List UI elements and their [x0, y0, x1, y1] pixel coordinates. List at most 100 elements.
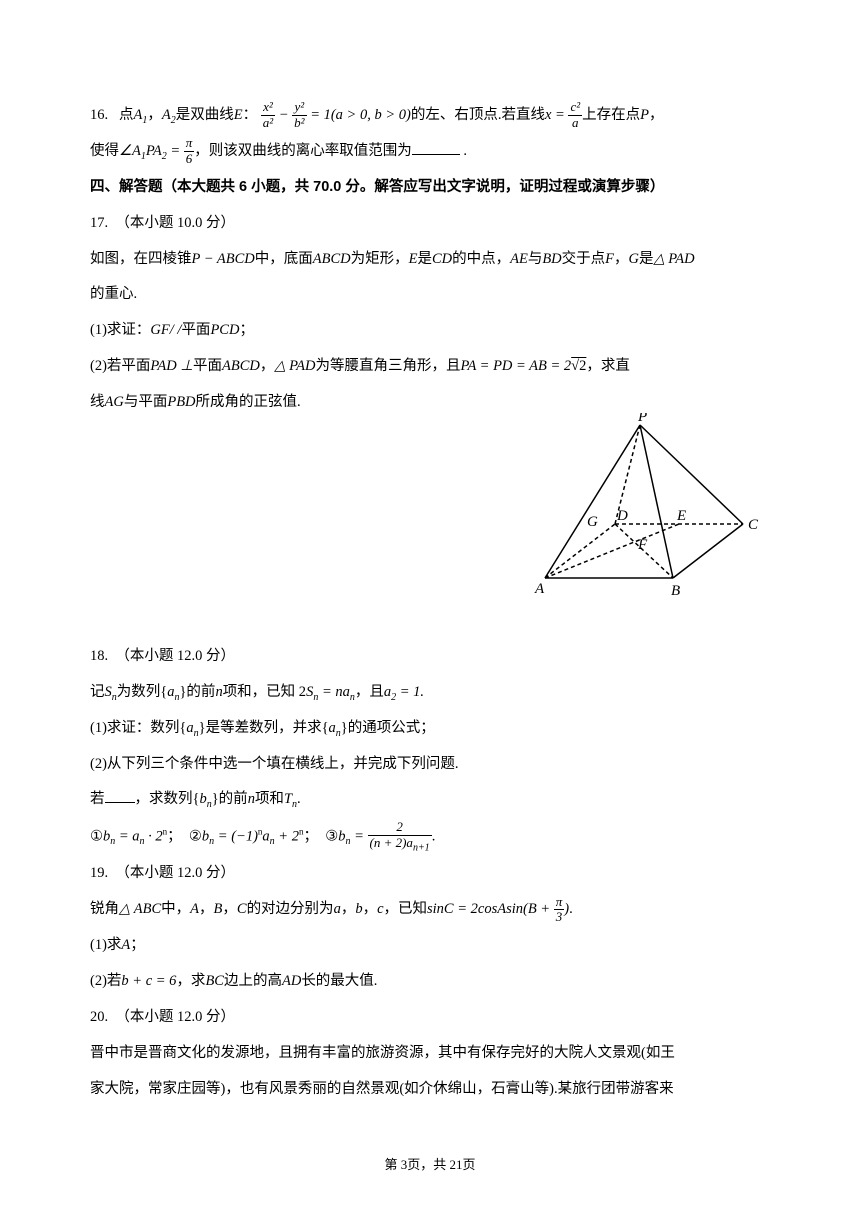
sup: n [299, 827, 304, 837]
den: 6 [184, 152, 195, 167]
t: 锐角 [90, 901, 119, 917]
t: 中， [161, 901, 190, 917]
t: 中，底面 [255, 251, 313, 267]
label-G: G [587, 514, 598, 530]
q16-num: 16. [90, 107, 108, 123]
frac: x²a² [261, 100, 275, 131]
t: 边上的高 [224, 973, 282, 989]
label-D: D [616, 508, 628, 524]
q20-num: 20. [90, 1009, 108, 1025]
q20-line2: 家大院，常家庄园等)，也有风景秀丽的自然景观(如介休绵山，石膏山等).某旅行团带… [90, 1074, 770, 1106]
v: b [355, 901, 362, 917]
var: PA [146, 143, 162, 159]
question-20-heading: 20. （本小题 12.0 分） [90, 1002, 770, 1034]
page-footer: 第 3页，共 21页 [0, 1151, 860, 1180]
q18-line1: 记Sn为数列{an}的前n项和，已知 2Sn = nan，且a2 = 1. [90, 677, 770, 709]
t: 为等腰直角三角形，且 [315, 358, 460, 374]
v: A [121, 937, 130, 953]
sub: n+1 [413, 843, 430, 854]
question-16: 16. 点A1，A2是双曲线E： x²a² − y²b² = 1(a > 0, … [90, 100, 770, 132]
t: 为数列{ [117, 684, 167, 700]
t: ， [341, 901, 356, 917]
t: (1)求 [90, 937, 121, 953]
t: 平面 [193, 358, 222, 374]
q19-part2: (2)若b + c = 6，求BC边上的高AD长的最大值. [90, 966, 770, 998]
t: (2)若 [90, 973, 121, 989]
t: (2)若平面 [90, 358, 150, 374]
v: n [248, 791, 255, 807]
t: ，已知 [384, 901, 428, 917]
section-4-heading: 四、解答题（本大题共 6 小题，共 70.0 分。解答应写出文字说明，证明过程或… [90, 172, 770, 204]
t: ，求 [176, 973, 205, 989]
v: PAD ⊥ [150, 358, 193, 374]
points: （本小题 12.0 分） [115, 865, 235, 881]
q17-part1: (1)求证：GF/ /平面PCD； [90, 315, 770, 347]
v: S [105, 684, 112, 700]
t: ， [260, 358, 275, 374]
v: b [199, 791, 206, 807]
t: ，求数列{ [135, 791, 200, 807]
v: BC [205, 973, 224, 989]
q18-options: ①bn = an · 2n； ②bn = (−1)nan + 2n； ③bn =… [90, 820, 770, 854]
num: 2 [368, 820, 432, 836]
t: . [569, 901, 573, 917]
q18-part3: 若，求数列{bn}的前n项和Tn. [90, 784, 770, 816]
text: 的左、右顶点.若直线 [411, 107, 545, 123]
t: ， [199, 901, 214, 917]
points: （本小题 12.0 分） [115, 648, 235, 664]
t: 线 [90, 394, 105, 410]
q17-part2: (2)若平面PAD ⊥平面ABCD，△ PAD为等腰直角三角形，且PA = PD… [90, 351, 770, 383]
v: △ ABC [119, 901, 161, 917]
t: ； [130, 937, 145, 953]
t: ， [222, 901, 237, 917]
t: 的对边分别为 [247, 901, 334, 917]
eq: = 1(a > 0, b > 0) [307, 107, 411, 123]
text: 点 [119, 107, 134, 123]
v: AD [282, 973, 301, 989]
v: BD [542, 251, 561, 267]
sup: n [163, 827, 168, 837]
v: C [237, 901, 247, 917]
num: π [554, 895, 565, 911]
question-17-heading: 17. （本小题 10.0 分） [90, 208, 770, 240]
q17-line2: 的重心. [90, 279, 770, 311]
question-16-line2: 使得∠A1PA2 = π6，则该双曲线的离心率取值范围为 . [90, 136, 770, 168]
question-18-heading: 18. （本小题 12.0 分） [90, 641, 770, 673]
text: 使得 [90, 143, 119, 159]
text: ， [147, 107, 162, 123]
text: ，则该双曲线的离心率取值范围为 [194, 143, 412, 159]
question-19-heading: 19. （本小题 12.0 分） [90, 858, 770, 890]
v: a [329, 720, 336, 736]
v: PBD [167, 394, 195, 410]
v: A [190, 901, 199, 917]
v: ABCD [313, 251, 351, 267]
q17-line1: 如图，在四棱锥P − ABCD中，底面ABCD为矩形，E是CD的中点，AE与BD… [90, 244, 770, 276]
label-C: C [748, 517, 759, 533]
pyramid-svg: P A B C D E F G [525, 413, 770, 608]
v: sinC = 2cosAsin(B + [427, 901, 554, 917]
label-F: F [637, 537, 648, 553]
points: （本小题 12.0 分） [115, 1009, 235, 1025]
label-E: E [676, 508, 686, 524]
v: GF/ / [150, 322, 181, 338]
v: = 1. [396, 684, 424, 700]
den: b² [292, 116, 306, 131]
eq: x = [545, 107, 568, 123]
t: 项和 [255, 791, 284, 807]
den: 3 [554, 910, 565, 925]
var: A [162, 107, 171, 123]
v: + 2 [275, 829, 299, 845]
label-P: P [637, 413, 647, 425]
eq: PA = PD = AB = 2 [460, 358, 571, 374]
t: }的通项公式； [341, 720, 435, 736]
t: ，且 [355, 684, 384, 700]
t: 长的最大值. [301, 973, 377, 989]
frac: 2(n + 2)an+1 [368, 820, 432, 854]
d: (n + 2)a [370, 835, 413, 850]
q18-part1: (1)求证：数列{an}是等差数列，并求{an}的通项公式； [90, 713, 770, 745]
num: c² [568, 100, 582, 116]
num: x² [261, 100, 275, 116]
t: 与平面 [124, 394, 168, 410]
text: ： [243, 107, 258, 123]
pyramid-diagram: P A B C D E F G [525, 413, 770, 621]
